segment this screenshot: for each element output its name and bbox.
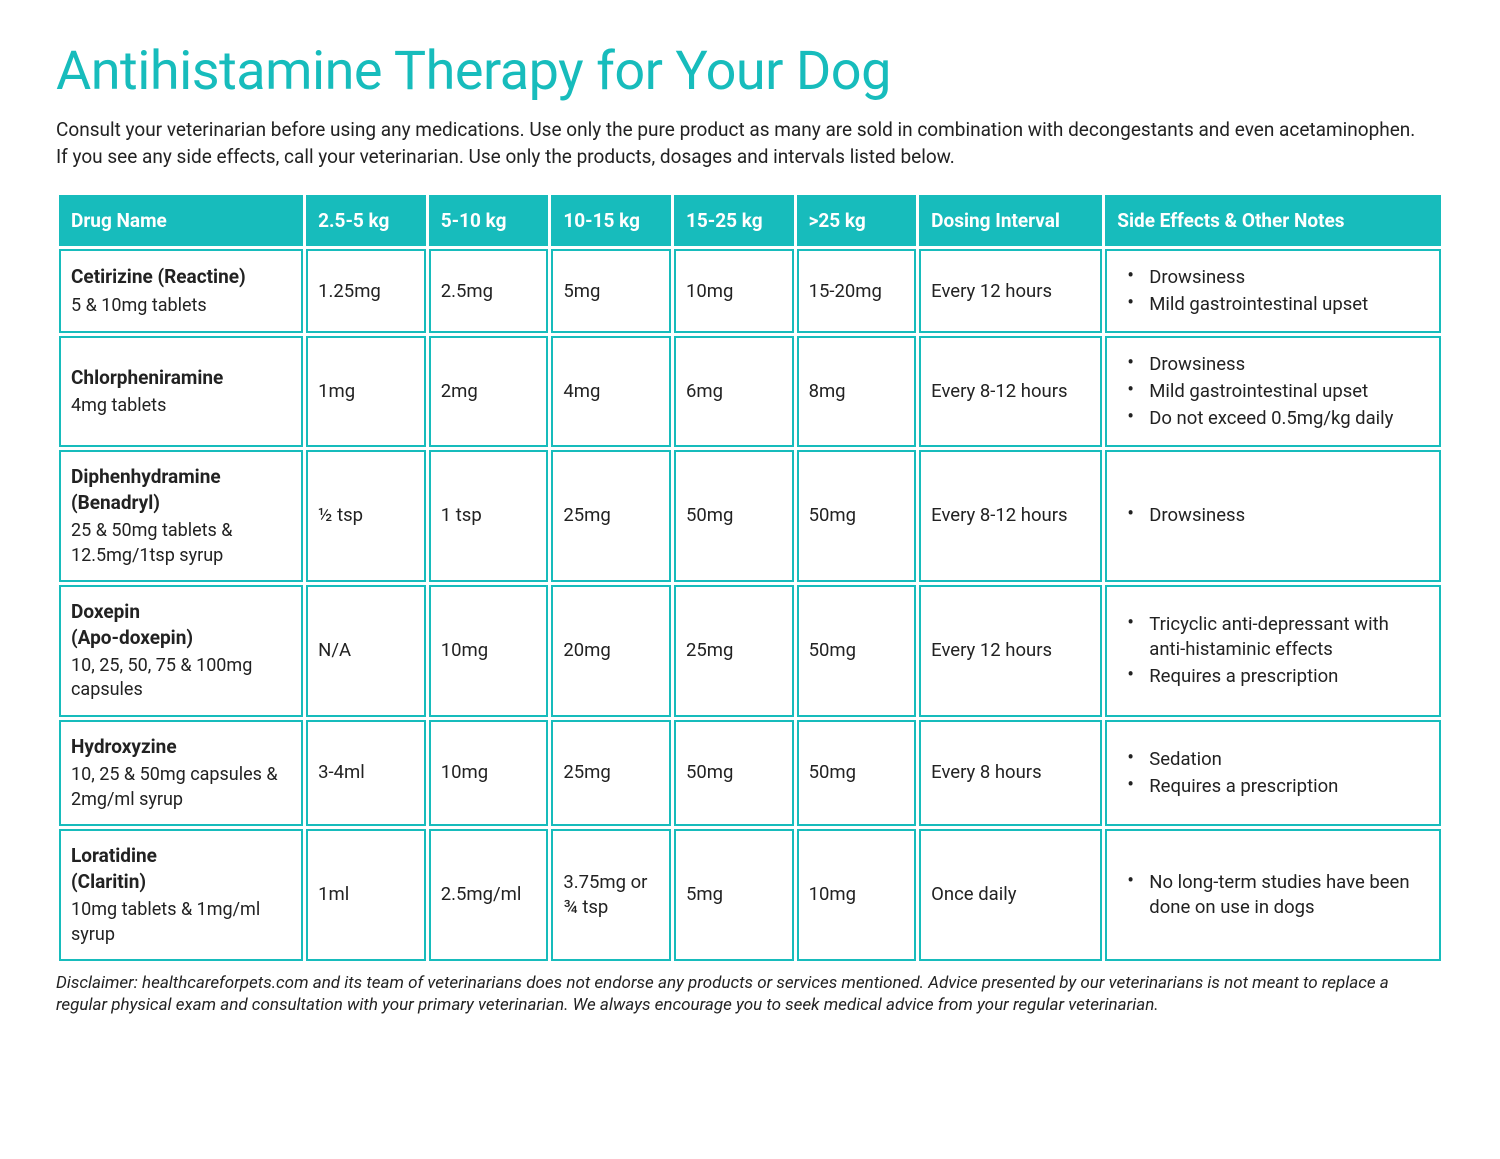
page-title: Antihistamine Therapy for Your Dog	[56, 40, 1444, 103]
dosage-table: Drug Name 2.5-5 kg 5-10 kg 10-15 kg 15-2…	[56, 192, 1444, 964]
drug-brand: (Apo-doxepin)	[71, 625, 291, 651]
table-row: Cetirizine (Reactine) 5 & 10mg tablets 1.2…	[59, 249, 1441, 333]
drug-name-cell: Loratidine(Claritin) 10mg tablets & 1mg/m…	[59, 829, 303, 961]
dose-cell: 50mg	[797, 585, 917, 717]
notes-cell: SedationRequires a prescription	[1105, 720, 1441, 826]
note-item: Drowsiness	[1121, 352, 1429, 377]
dose-cell: 15-20mg	[797, 249, 917, 333]
interval-cell: Every 8 hours	[919, 720, 1102, 826]
dose-cell: ½ tsp	[306, 450, 426, 582]
dose-cell: 6mg	[674, 336, 794, 447]
notes-cell: DrowsinessMild gastrointestinal upset	[1105, 249, 1441, 333]
dose-cell: 10mg	[674, 249, 794, 333]
table-row: Diphenhydramine(Benadryl) 25 & 50mg table…	[59, 450, 1441, 582]
dose-cell: 10mg	[429, 720, 549, 826]
drug-name: Loratidine	[71, 843, 291, 869]
note-item: Tricyclic anti-depressant with anti-hist…	[1121, 612, 1429, 662]
intro-text: Consult your veterinarian before using a…	[56, 117, 1416, 170]
dose-cell: 3.75mg or ¾ tsp	[551, 829, 671, 961]
dose-cell: 25mg	[674, 585, 794, 717]
table-row: Loratidine(Claritin) 10mg tablets & 1mg/m…	[59, 829, 1441, 961]
dose-cell: 10mg	[797, 829, 917, 961]
col-header: Side Effects & Other Notes	[1105, 195, 1441, 246]
dose-cell: 4mg	[551, 336, 671, 447]
drug-form: 10, 25 & 50mg capsules & 2mg/ml syrup	[71, 763, 291, 812]
col-header: Dosing Interval	[919, 195, 1102, 246]
drug-name-cell: Chlorpheniramine 4mg tablets	[59, 336, 303, 447]
col-header: >25 kg	[797, 195, 917, 246]
dose-cell: 1.25mg	[306, 249, 426, 333]
dose-cell: 5mg	[674, 829, 794, 961]
dose-cell: 50mg	[797, 720, 917, 826]
note-item: Requires a prescription	[1121, 774, 1429, 799]
dose-cell: 50mg	[797, 450, 917, 582]
drug-name: Chlorpheniramine	[71, 365, 291, 391]
drug-brand: (Claritin)	[71, 869, 291, 895]
dose-cell: 25mg	[551, 450, 671, 582]
drug-form: 4mg tablets	[71, 394, 291, 418]
dose-cell: 1ml	[306, 829, 426, 961]
drug-name: Doxepin	[71, 599, 291, 625]
drug-form: 5 & 10mg tablets	[71, 294, 291, 318]
col-header: 15-25 kg	[674, 195, 794, 246]
dose-cell: 50mg	[674, 450, 794, 582]
notes-cell: Tricyclic anti-depressant with anti-hist…	[1105, 585, 1441, 717]
drug-name-cell: Cetirizine (Reactine) 5 & 10mg tablets	[59, 249, 303, 333]
dose-cell: 25mg	[551, 720, 671, 826]
dose-cell: 50mg	[674, 720, 794, 826]
col-header: Drug Name	[59, 195, 303, 246]
dose-cell: 2.5mg/ml	[429, 829, 549, 961]
dose-cell: 1 tsp	[429, 450, 549, 582]
table-row: Hydroxyzine 10, 25 & 50mg capsules & 2mg/…	[59, 720, 1441, 826]
note-item: Drowsiness	[1121, 503, 1429, 528]
dose-cell: 1mg	[306, 336, 426, 447]
note-item: Mild gastrointestinal upset	[1121, 292, 1429, 317]
col-header: 2.5-5 kg	[306, 195, 426, 246]
table-row: Chlorpheniramine 4mg tablets 1mg2mg4mg6mg8…	[59, 336, 1441, 447]
notes-cell: DrowsinessMild gastrointestinal upsetDo …	[1105, 336, 1441, 447]
dose-cell: 8mg	[797, 336, 917, 447]
drug-name-cell: Doxepin(Apo-doxepin) 10, 25, 50, 75 & 100…	[59, 585, 303, 717]
dose-cell: 10mg	[429, 585, 549, 717]
interval-cell: Once daily	[919, 829, 1102, 961]
drug-name: Diphenhydramine	[71, 464, 291, 490]
notes-cell: Drowsiness	[1105, 450, 1441, 582]
dose-cell: 2mg	[429, 336, 549, 447]
interval-cell: Every 12 hours	[919, 249, 1102, 333]
dose-cell: 5mg	[551, 249, 671, 333]
dose-cell: 2.5mg	[429, 249, 549, 333]
note-item: Do not exceed 0.5mg/kg daily	[1121, 406, 1429, 431]
note-item: Requires a prescription	[1121, 664, 1429, 689]
drug-name: Hydroxyzine	[71, 734, 291, 760]
note-item: Mild gastrointestinal upset	[1121, 379, 1429, 404]
drug-brand: (Benadryl)	[71, 490, 291, 516]
dose-cell: 20mg	[551, 585, 671, 717]
drug-name-cell: Diphenhydramine(Benadryl) 25 & 50mg table…	[59, 450, 303, 582]
dose-cell: N/A	[306, 585, 426, 717]
drug-form: 10mg tablets & 1mg/ml syrup	[71, 898, 291, 947]
col-header: 5-10 kg	[429, 195, 549, 246]
interval-cell: Every 12 hours	[919, 585, 1102, 717]
drug-form: 25 & 50mg tablets & 12.5mg/1tsp syrup	[71, 519, 291, 568]
table-row: Doxepin(Apo-doxepin) 10, 25, 50, 75 & 100…	[59, 585, 1441, 717]
interval-cell: Every 8-12 hours	[919, 336, 1102, 447]
drug-name: Cetirizine (Reactine)	[71, 264, 291, 290]
notes-cell: No long-term studies have been done on u…	[1105, 829, 1441, 961]
interval-cell: Every 8-12 hours	[919, 450, 1102, 582]
drug-form: 10, 25, 50, 75 & 100mg capsules	[71, 654, 291, 703]
dose-cell: 3-4ml	[306, 720, 426, 826]
note-item: Drowsiness	[1121, 265, 1429, 290]
note-item: No long-term studies have been done on u…	[1121, 870, 1429, 920]
col-header: 10-15 kg	[551, 195, 671, 246]
table-header-row: Drug Name 2.5-5 kg 5-10 kg 10-15 kg 15-2…	[59, 195, 1441, 246]
note-item: Sedation	[1121, 747, 1429, 772]
drug-name-cell: Hydroxyzine 10, 25 & 50mg capsules & 2mg/…	[59, 720, 303, 826]
disclaimer-text: Disclaimer: healthcareforpets.com and it…	[56, 972, 1444, 1016]
